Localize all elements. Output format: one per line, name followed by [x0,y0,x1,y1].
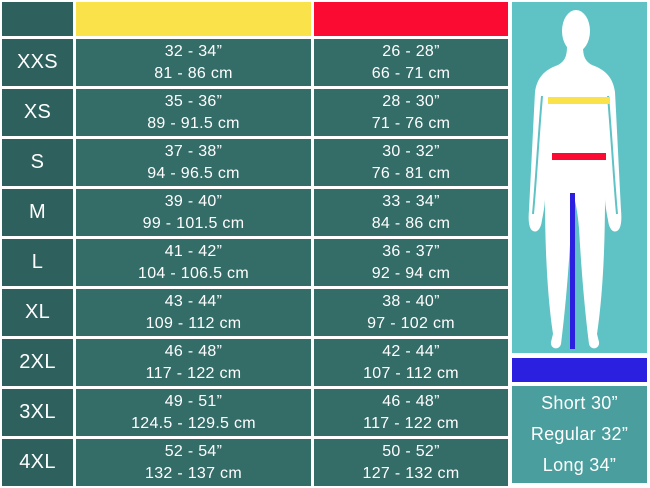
chest-value-cell: 35 - 36” 89 - 91.5 cm [76,89,311,136]
size-label-cell: XL [2,289,73,336]
size-label-cell: S [2,139,73,186]
size-label-cell: 2XL [2,339,73,386]
body-diagram [512,2,647,353]
chest-value-cell: 49 - 51” 124.5 - 129.5 cm [76,389,311,436]
waist-value-cell: 42 - 44” 107 - 112 cm [314,339,508,386]
waist-value-cell: 30 - 32” 76 - 81 cm [314,139,508,186]
size-label-cell: M [2,189,73,236]
inseam-option-short: Short 30” [541,393,618,413]
waist-value-cell: 50 - 52” 127 - 132 cm [314,439,508,486]
waist-measure-band [552,153,606,160]
body-silhouette-figure [528,10,622,349]
waist-value-cell: 28 - 30” 71 - 76 cm [314,89,508,136]
measurements-table: XXS 32 - 34” 81 - 86 cm 26 - 28” 66 - 71 c… [0,0,510,488]
size-label-cell: XXS [2,39,73,86]
chest-value-cell: 32 - 34” 81 - 86 cm [76,39,311,86]
table-corner-cell [2,2,73,36]
chest-value-cell: 52 - 54” 132 - 137 cm [76,439,311,486]
waist-value-cell: 46 - 48” 117 - 122 cm [314,389,508,436]
size-label-cell: L [2,239,73,286]
waist-value-cell: 38 - 40” 97 - 102 cm [314,289,508,336]
inseam-measure-line [570,193,575,349]
chest-value-cell: 37 - 38” 94 - 96.5 cm [76,139,311,186]
chest-value-cell: 39 - 40” 99 - 101.5 cm [76,189,311,236]
chest-measure-band [548,97,610,104]
waist-value-cell: 33 - 34” 84 - 86 cm [314,189,508,236]
chest-value-cell: 41 - 42” 104 - 106.5 cm [76,239,311,286]
inseam-options: Short 30” Regular 32” Long 34” [512,386,647,483]
inseam-header-blue [512,358,647,382]
chest-column-header-yellow [76,2,311,36]
inseam-option-regular: Regular 32” [530,424,629,444]
size-label-cell: 4XL [2,439,73,486]
chest-value-cell: 46 - 48” 117 - 122 cm [76,339,311,386]
chest-value-cell: 43 - 44” 109 - 112 cm [76,289,311,336]
waist-column-header-red [314,2,508,36]
size-label-cell: 3XL [2,389,73,436]
waist-value-cell: 36 - 37” 92 - 94 cm [314,239,508,286]
measurement-guide-panel: Short 30” Regular 32” Long 34” [510,0,650,488]
inseam-option-long: Long 34” [542,455,617,475]
size-label-cell: XS [2,89,73,136]
waist-value-cell: 26 - 28” 66 - 71 cm [314,39,508,86]
